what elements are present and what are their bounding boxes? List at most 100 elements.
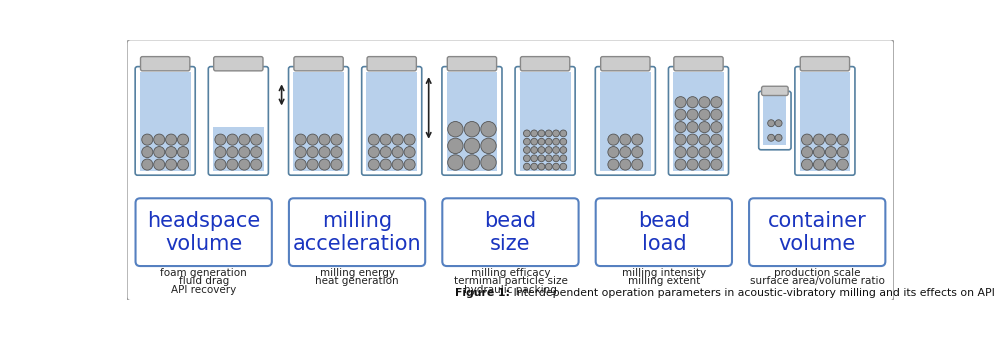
Circle shape	[295, 159, 306, 170]
Circle shape	[447, 122, 463, 137]
Circle shape	[814, 134, 825, 145]
Circle shape	[675, 159, 686, 170]
Circle shape	[404, 147, 415, 158]
Text: headspace
volume: headspace volume	[147, 211, 260, 254]
FancyBboxPatch shape	[140, 57, 190, 71]
Circle shape	[608, 134, 619, 145]
Circle shape	[538, 155, 545, 162]
Circle shape	[464, 122, 480, 137]
Circle shape	[711, 134, 722, 145]
Circle shape	[392, 159, 403, 170]
Circle shape	[814, 147, 825, 158]
Circle shape	[481, 138, 496, 154]
Circle shape	[560, 147, 567, 153]
Circle shape	[227, 134, 238, 145]
Circle shape	[814, 159, 825, 170]
Circle shape	[392, 134, 403, 145]
Circle shape	[553, 147, 560, 153]
FancyBboxPatch shape	[289, 198, 425, 266]
FancyBboxPatch shape	[596, 67, 655, 175]
FancyBboxPatch shape	[135, 198, 272, 266]
Circle shape	[380, 147, 391, 158]
Circle shape	[251, 134, 262, 145]
Circle shape	[481, 155, 496, 170]
Circle shape	[141, 147, 152, 158]
Text: milling extent: milling extent	[627, 276, 700, 286]
FancyBboxPatch shape	[601, 57, 650, 71]
Circle shape	[802, 147, 813, 158]
Circle shape	[620, 147, 630, 158]
Circle shape	[380, 134, 391, 145]
Circle shape	[838, 134, 849, 145]
Circle shape	[524, 163, 530, 170]
Circle shape	[546, 138, 552, 145]
FancyBboxPatch shape	[214, 57, 263, 71]
Text: bead
load: bead load	[637, 211, 690, 254]
Circle shape	[546, 147, 552, 153]
Circle shape	[687, 134, 698, 145]
Circle shape	[227, 147, 238, 158]
Circle shape	[768, 120, 775, 127]
Circle shape	[239, 134, 250, 145]
Circle shape	[251, 159, 262, 170]
Circle shape	[531, 138, 538, 145]
Circle shape	[227, 159, 238, 170]
Circle shape	[675, 134, 686, 145]
Circle shape	[538, 147, 545, 153]
Circle shape	[687, 109, 698, 120]
Circle shape	[699, 147, 710, 158]
Circle shape	[153, 159, 164, 170]
FancyBboxPatch shape	[674, 57, 723, 71]
Text: container
volume: container volume	[768, 211, 867, 254]
Text: hydraulic packing: hydraulic packing	[464, 285, 557, 295]
Circle shape	[687, 97, 698, 108]
Bar	[763, 96, 787, 145]
FancyBboxPatch shape	[668, 67, 728, 175]
Text: milling energy: milling energy	[320, 268, 394, 278]
Circle shape	[687, 159, 698, 170]
Bar	[446, 72, 497, 171]
FancyBboxPatch shape	[135, 67, 195, 175]
Circle shape	[177, 159, 188, 170]
Circle shape	[369, 134, 379, 145]
Circle shape	[699, 134, 710, 145]
Text: bead
size: bead size	[484, 211, 537, 254]
Circle shape	[687, 122, 698, 133]
FancyBboxPatch shape	[362, 67, 421, 175]
Circle shape	[553, 130, 560, 137]
Circle shape	[711, 97, 722, 108]
FancyBboxPatch shape	[800, 57, 850, 71]
Circle shape	[331, 134, 342, 145]
Circle shape	[631, 159, 642, 170]
Circle shape	[826, 159, 837, 170]
Text: Figure 1:: Figure 1:	[455, 288, 510, 298]
Circle shape	[675, 147, 686, 158]
Circle shape	[711, 159, 722, 170]
Circle shape	[675, 109, 686, 120]
Circle shape	[524, 147, 530, 153]
Bar	[673, 72, 724, 171]
Text: milling
acceleration: milling acceleration	[293, 211, 421, 254]
Text: surface area/volume ratio: surface area/volume ratio	[750, 276, 884, 286]
Circle shape	[538, 163, 545, 170]
Circle shape	[531, 147, 538, 153]
Circle shape	[631, 134, 642, 145]
FancyBboxPatch shape	[289, 67, 349, 175]
Circle shape	[711, 122, 722, 133]
Bar	[213, 127, 264, 171]
FancyBboxPatch shape	[368, 57, 416, 71]
FancyBboxPatch shape	[795, 67, 855, 175]
Circle shape	[307, 159, 318, 170]
Circle shape	[608, 159, 619, 170]
Circle shape	[560, 130, 567, 137]
Circle shape	[711, 147, 722, 158]
Circle shape	[295, 147, 306, 158]
Bar	[293, 72, 344, 171]
Circle shape	[239, 159, 250, 170]
FancyBboxPatch shape	[749, 198, 885, 266]
Bar	[520, 72, 571, 171]
Circle shape	[177, 134, 188, 145]
Circle shape	[141, 134, 152, 145]
Circle shape	[546, 130, 552, 137]
Circle shape	[177, 147, 188, 158]
